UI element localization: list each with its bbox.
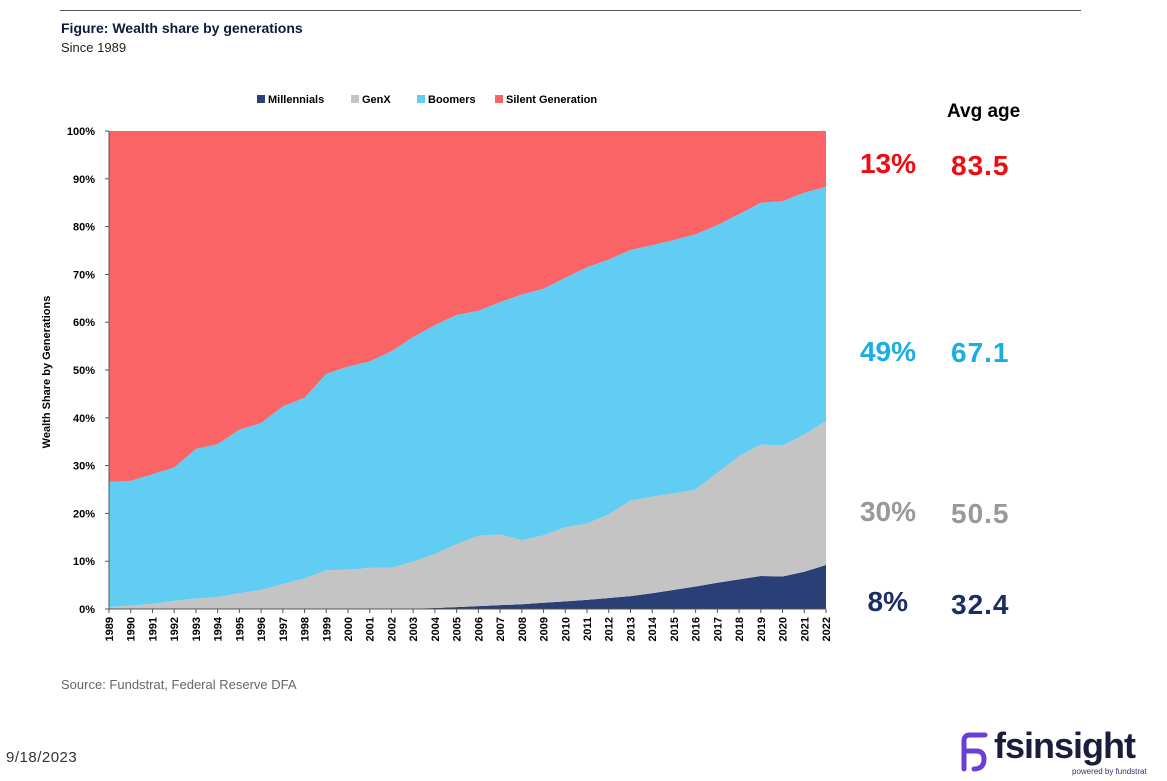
millennials-age-label: 32.4 <box>951 589 1010 620</box>
x-tick-label: 2016 <box>691 617 703 641</box>
x-tick-label: 1989 <box>104 617 116 641</box>
y-tick-label: 0% <box>79 604 95 616</box>
legend-label: GenX <box>362 94 391 106</box>
x-tick-label: 1991 <box>147 617 159 641</box>
source-note: Source: Fundstrat, Federal Reserve DFA <box>61 677 297 692</box>
area-millennials <box>109 565 826 609</box>
x-tick-label: 2008 <box>517 617 529 641</box>
legend-label: Millennials <box>268 94 324 106</box>
area-silent-generation <box>109 131 826 482</box>
x-tick-label: 1992 <box>169 617 181 641</box>
x-tick-label: 2002 <box>386 617 398 641</box>
x-tick-label: 1997 <box>278 617 290 641</box>
x-tick-label: 1996 <box>256 617 268 641</box>
x-tick-label: 2007 <box>495 617 507 641</box>
x-tick-label: 1998 <box>300 617 312 641</box>
y-tick-label: 70% <box>73 269 95 281</box>
boomers-age-label: 67.1 <box>951 337 1010 368</box>
y-tick-label: 90% <box>73 174 95 186</box>
x-tick-label: 2019 <box>756 617 768 641</box>
fs-mark-icon <box>961 732 988 772</box>
legend-swatch <box>495 95 503 103</box>
x-tick-label: 1990 <box>126 617 138 641</box>
figure-title: Figure: Wealth share by generations <box>61 20 303 36</box>
y-tick-label: 60% <box>73 317 95 329</box>
x-tick-label: 2004 <box>430 616 442 641</box>
y-tick-label: 100% <box>67 126 95 138</box>
x-tick-label: 2000 <box>343 617 355 641</box>
top-rule <box>60 10 1081 11</box>
area-boomers <box>109 186 826 608</box>
x-tick-label: 2020 <box>778 617 790 641</box>
logo-wordmark: fsinsight <box>994 725 1136 766</box>
date-stamp: 9/18/2023 <box>6 749 78 766</box>
figure-subtitle: Since 1989 <box>61 40 127 55</box>
x-tick-label: 2014 <box>647 616 659 641</box>
x-tick-label: 2005 <box>452 617 464 641</box>
x-tick-label: 1993 <box>191 617 203 641</box>
boomers-share-label: 49% <box>859 336 916 367</box>
x-tick-label: 2011 <box>582 617 594 641</box>
chart-areas <box>109 131 826 609</box>
y-tick-label: 20% <box>73 508 95 520</box>
x-tick-label: 1995 <box>234 617 246 641</box>
silent-share-label: 13% <box>859 148 916 179</box>
y-tick-label: 80% <box>73 222 95 234</box>
x-tick-label: 1994 <box>213 616 225 641</box>
y-tick-label: 40% <box>73 413 95 425</box>
legend-swatch <box>417 95 425 103</box>
x-tick-label: 2018 <box>734 617 746 641</box>
x-tick-label: 2021 <box>799 617 811 641</box>
millennials-share-label: 8% <box>867 586 908 617</box>
y-tick-label: 30% <box>73 461 95 473</box>
y-axis-title: Wealth Share by Generations <box>41 296 53 449</box>
legend-label: Boomers <box>428 94 476 106</box>
logo-tagline: powered by fundstrat <box>1072 767 1147 776</box>
genx-share-label: 30% <box>859 496 916 527</box>
x-tick-label: 2009 <box>539 617 551 641</box>
genx-age-label: 50.5 <box>951 498 1010 529</box>
chart-legend: Millennials GenX Boomers Silent Generation <box>257 94 597 106</box>
y-tick-label: 50% <box>73 365 95 377</box>
legend-swatch <box>351 95 359 103</box>
y-tick-label: 10% <box>73 556 95 568</box>
chart-axes: 0% 10% 20% 30% 40% 50% 60% 70% 80% 90% 100% Wealth … <box>41 126 833 641</box>
x-tick-label: 1999 <box>321 617 333 641</box>
x-tick-label: 2010 <box>560 617 572 641</box>
area-genx <box>109 421 826 609</box>
x-tick-label: 2017 <box>712 617 724 641</box>
x-tick-label: 2003 <box>408 617 420 641</box>
fsinsight-logo: fsinsight powered by fundstrat <box>958 725 1158 777</box>
x-tick-label: 2006 <box>473 617 485 641</box>
x-tick-label: 2001 <box>365 617 377 641</box>
x-tick-label: 2015 <box>669 617 681 641</box>
avg-age-header: Avg age <box>947 101 1021 122</box>
silent-age-label: 83.5 <box>951 150 1010 181</box>
x-tick-label: 2013 <box>625 617 637 641</box>
x-tick-label: 2012 <box>604 617 616 641</box>
legend-swatch <box>257 95 265 103</box>
x-tick-label: 2022 <box>821 617 833 641</box>
legend-label: Silent Generation <box>506 94 597 106</box>
